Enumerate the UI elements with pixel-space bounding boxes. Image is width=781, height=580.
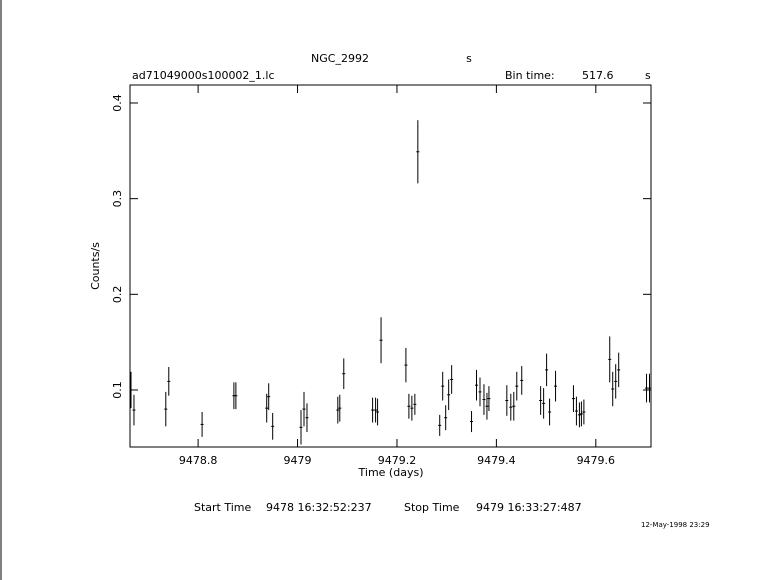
x-tick-label: 9479	[284, 454, 312, 467]
x-tick-label: 9479.4	[477, 454, 516, 467]
date-stamp: 12-May-1998 23:29	[641, 521, 710, 529]
y-axis-label: Counts/s	[89, 242, 102, 290]
bin-label: Bin time:	[505, 69, 555, 82]
x-axis-label: Time (days)	[358, 466, 424, 479]
bin-value: 517.6	[582, 69, 614, 82]
x-tick-label: 9478.8	[179, 454, 218, 467]
title-unit: s	[466, 52, 472, 65]
x-tick-label: 9479.2	[378, 454, 417, 467]
y-tick-label: 0.4	[111, 94, 124, 112]
bin-unit: s	[645, 69, 651, 82]
stop-label: Stop Time	[404, 501, 460, 514]
y-tick-label: 0.1	[111, 381, 124, 399]
y-tick-label: 0.2	[111, 286, 124, 304]
plot-frame	[129, 84, 652, 448]
file-name: ad71049000s100002_1.lc	[132, 69, 275, 82]
y-tick-label: 0.3	[111, 190, 124, 208]
chart-title: NGC_2992	[311, 52, 369, 65]
stop-value: 9479 16:33:27:487	[476, 501, 582, 514]
start-label: Start Time	[194, 501, 252, 514]
x-tick-label: 9479.6	[577, 454, 616, 467]
start-value: 9478 16:32:52:237	[266, 501, 372, 514]
